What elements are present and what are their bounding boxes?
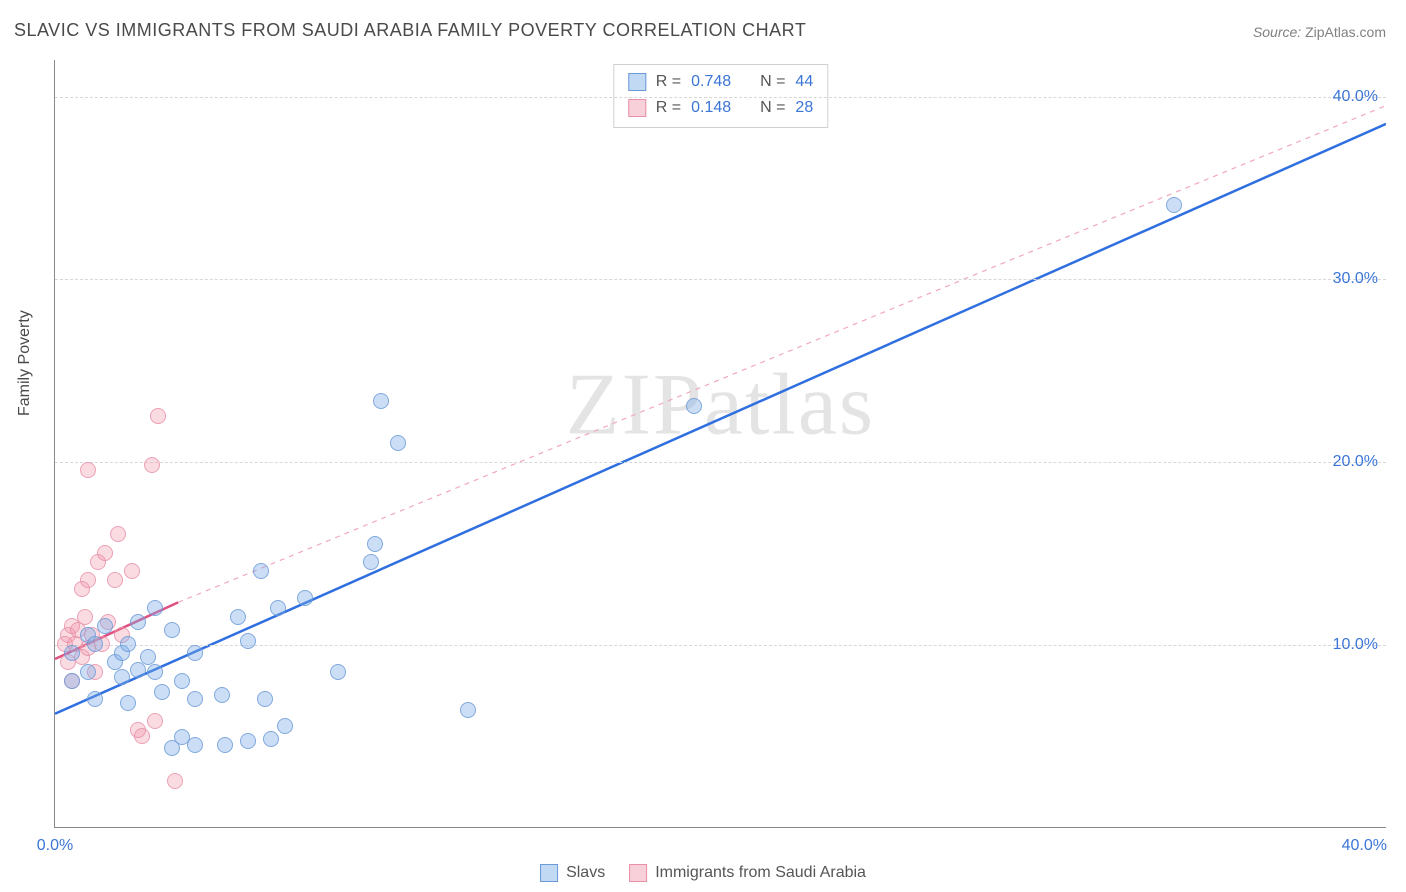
r-label: R = bbox=[656, 95, 681, 121]
watermark: ZIPatlas bbox=[566, 355, 875, 456]
data-point bbox=[87, 691, 103, 707]
data-point bbox=[253, 563, 269, 579]
data-point bbox=[263, 731, 279, 747]
data-point bbox=[77, 609, 93, 625]
data-point bbox=[240, 633, 256, 649]
n-value-slavs: 44 bbox=[795, 69, 813, 95]
y-tick-label: 40.0% bbox=[1333, 88, 1378, 106]
r-value-saudi: 0.148 bbox=[691, 95, 731, 121]
source-attribution: Source: ZipAtlas.com bbox=[1253, 24, 1386, 40]
data-point bbox=[80, 572, 96, 588]
data-point bbox=[367, 536, 383, 552]
data-point bbox=[97, 545, 113, 561]
plot-area: ZIPatlas R = 0.748 N = 44 R = 0.148 N = … bbox=[54, 60, 1386, 828]
y-tick-label: 20.0% bbox=[1333, 453, 1378, 471]
data-point bbox=[257, 691, 273, 707]
n-label: N = bbox=[760, 69, 785, 95]
data-point bbox=[80, 462, 96, 478]
data-point bbox=[217, 737, 233, 753]
data-point bbox=[187, 691, 203, 707]
data-point bbox=[150, 408, 166, 424]
legend-label-slavs: Slavs bbox=[566, 864, 605, 882]
chart-title: SLAVIC VS IMMIGRANTS FROM SAUDI ARABIA F… bbox=[14, 20, 806, 41]
data-point bbox=[140, 649, 156, 665]
data-point bbox=[87, 636, 103, 652]
data-point bbox=[110, 526, 126, 542]
source-value: ZipAtlas.com bbox=[1305, 24, 1386, 40]
swatch-saudi-icon bbox=[629, 864, 647, 882]
data-point bbox=[124, 563, 140, 579]
data-point bbox=[134, 728, 150, 744]
data-point bbox=[1166, 197, 1182, 213]
data-point bbox=[64, 645, 80, 661]
data-point bbox=[390, 435, 406, 451]
swatch-slavs-icon bbox=[540, 864, 558, 882]
x-tick-label: 0.0% bbox=[37, 837, 73, 855]
y-axis-title: Family Poverty bbox=[16, 310, 34, 416]
data-point bbox=[167, 773, 183, 789]
data-point bbox=[114, 669, 130, 685]
series-legend: Slavs Immigrants from Saudi Arabia bbox=[540, 864, 866, 882]
y-tick-label: 10.0% bbox=[1333, 636, 1378, 654]
n-value-saudi: 28 bbox=[795, 95, 813, 121]
data-point bbox=[230, 609, 246, 625]
swatch-slavs-icon bbox=[628, 73, 646, 91]
data-point bbox=[214, 687, 230, 703]
source-label: Source: bbox=[1253, 24, 1301, 40]
x-tick-label: 40.0% bbox=[1342, 837, 1387, 855]
data-point bbox=[240, 733, 256, 749]
gridline bbox=[55, 97, 1386, 98]
data-point bbox=[270, 600, 286, 616]
gridline bbox=[55, 279, 1386, 280]
data-point bbox=[330, 664, 346, 680]
data-point bbox=[187, 645, 203, 661]
data-point bbox=[297, 590, 313, 606]
data-point bbox=[174, 673, 190, 689]
data-point bbox=[120, 695, 136, 711]
r-label: R = bbox=[656, 69, 681, 95]
data-point bbox=[144, 457, 160, 473]
data-point bbox=[130, 614, 146, 630]
data-point bbox=[64, 673, 80, 689]
data-point bbox=[80, 664, 96, 680]
data-point bbox=[147, 713, 163, 729]
gridline bbox=[55, 645, 1386, 646]
data-point bbox=[686, 398, 702, 414]
trend-lines bbox=[55, 60, 1386, 827]
y-tick-label: 30.0% bbox=[1333, 270, 1378, 288]
stats-row-saudi: R = 0.148 N = 28 bbox=[628, 95, 813, 121]
data-point bbox=[120, 636, 136, 652]
data-point bbox=[277, 718, 293, 734]
legend-item-saudi: Immigrants from Saudi Arabia bbox=[629, 864, 866, 882]
data-point bbox=[187, 737, 203, 753]
legend-label-saudi: Immigrants from Saudi Arabia bbox=[655, 864, 866, 882]
n-label: N = bbox=[760, 95, 785, 121]
data-point bbox=[107, 572, 123, 588]
data-point bbox=[363, 554, 379, 570]
data-point bbox=[147, 664, 163, 680]
stats-row-slavs: R = 0.748 N = 44 bbox=[628, 69, 813, 95]
gridline bbox=[55, 462, 1386, 463]
r-value-slavs: 0.748 bbox=[691, 69, 731, 95]
data-point bbox=[460, 702, 476, 718]
data-point bbox=[154, 684, 170, 700]
data-point bbox=[164, 622, 180, 638]
data-point bbox=[97, 618, 113, 634]
swatch-saudi-icon bbox=[628, 99, 646, 117]
data-point bbox=[147, 600, 163, 616]
data-point bbox=[373, 393, 389, 409]
legend-item-slavs: Slavs bbox=[540, 864, 605, 882]
